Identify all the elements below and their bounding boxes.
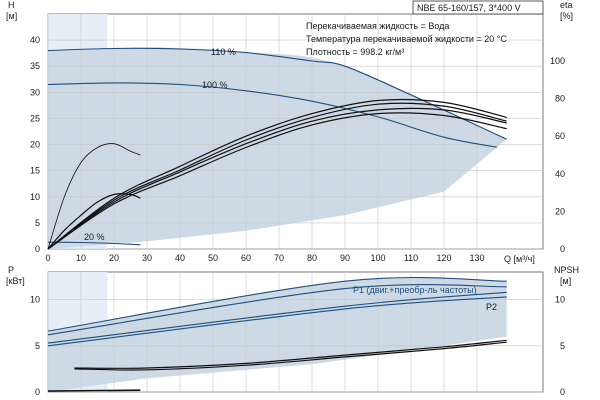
upper-left-axis-title-line2: [м] [6,11,17,21]
fluid-info-line: Перекачиваемая жидкость = Вода [306,21,449,31]
operating-envelope [48,277,507,392]
upper-right-axis-title-line2: [%] [560,11,573,21]
lower-left-axis-title-line1: P [8,265,14,275]
lower-right-axis-title-line1: NPSH [554,265,579,275]
y-tick-label-right: 100 [550,56,565,66]
y-tick-label-left: 5 [35,341,40,351]
lower-left-axis-title-line2: [кВт] [6,276,25,286]
x-tick-label: 60 [241,253,251,263]
curve-label-100: 100 % [202,80,228,90]
curve-series-0-5 [47,98,507,250]
x-tick-label: 90 [340,253,350,263]
y-tick-label-left: 10 [30,192,40,202]
y-tick-label-right: 20 [555,206,565,216]
grid-layer [47,14,543,393]
curve-p2 [47,291,507,344]
y-tick-label-left: 10 [30,295,40,305]
x-tick-label: 30 [142,253,152,263]
y-tick-label-left: 40 [30,35,40,45]
y-tick-label-left: 20 [30,140,40,150]
x-tick-label: 20 [109,253,119,263]
model-header: NBE 65-160/157, 3*400 V [412,0,544,15]
curve-series-1-3 [47,296,507,347]
y-tick-label-right: 0 [560,244,565,254]
y-tick-label-left: 15 [30,166,40,176]
y-tick-label-left: 5 [35,218,40,228]
curve-series-0-8 [47,112,507,250]
fluid-info-line: Плотность = 998.2 кг/м³ [306,47,404,57]
x-tick-label: 120 [436,253,451,263]
curve-label-p2: P2 [486,302,497,312]
x-tick-label: 40 [175,253,185,263]
y-tick-label-right: 10 [555,295,565,305]
curve-series-1-4 [74,339,507,369]
y-tick-label-left: 30 [30,87,40,97]
curve-series-0-7 [47,107,507,250]
curve-series-0-4 [47,193,141,250]
y-tick-label-right: 0 [560,387,565,397]
curve-series-1-6 [47,389,141,392]
x-tick-label: 70 [274,253,284,263]
x-tick-label: 110 [404,253,418,263]
model-header-box [412,0,544,15]
y-tick-label-left: 25 [30,113,40,123]
x-tick-label: 130 [469,253,484,263]
y-tick-label-right: 80 [555,94,565,104]
lower-right-axis-title-line2: [м] [560,276,571,286]
curve-label-110: 110 % [211,47,236,57]
x-tick-label: 100 [370,253,385,263]
curve-20- [47,241,141,246]
y-tick-label-left: 35 [30,61,40,71]
operating-envelope [48,47,507,249]
x-axis-title: Q [м³/ч] [504,254,535,264]
curve-100- [47,82,497,148]
y-tick-label-right: 40 [555,169,565,179]
curve-label-p1: P1 (двиг.+преобр-ль частоты) [353,285,477,295]
model-header-text: NBE 65-160/157, 3*400 V [417,3,521,13]
curve-series-0-3 [47,143,141,250]
upper-left-axis-title-line1: H [8,0,15,10]
y-tick-label-right: 5 [560,341,565,351]
y-tick-label-left: 0 [35,387,40,397]
fluid-info: Перекачиваемая жидкость = Вода Температу… [306,21,507,57]
x-tick-label: 10 [76,253,86,263]
upper-right-axis-title-line1: eta [560,0,573,10]
curve-label-20: 20 % [84,232,105,242]
x-tick-label: 50 [208,253,218,263]
curves-layer [47,47,507,392]
curve-series-0-6 [47,102,507,250]
curve-p1- [47,276,507,332]
curve-110- [47,47,507,140]
y-tick-label-right: 60 [555,131,565,141]
x-tick-label: 80 [307,253,317,263]
fluid-info-line: Температура перекачиваемой жидкости = 20… [306,34,507,44]
curve-series-1-1 [47,284,507,336]
x-tick-label: 0 [45,253,50,263]
curve-series-1-5 [74,341,507,371]
y-tick-label-left: 0 [35,244,40,254]
